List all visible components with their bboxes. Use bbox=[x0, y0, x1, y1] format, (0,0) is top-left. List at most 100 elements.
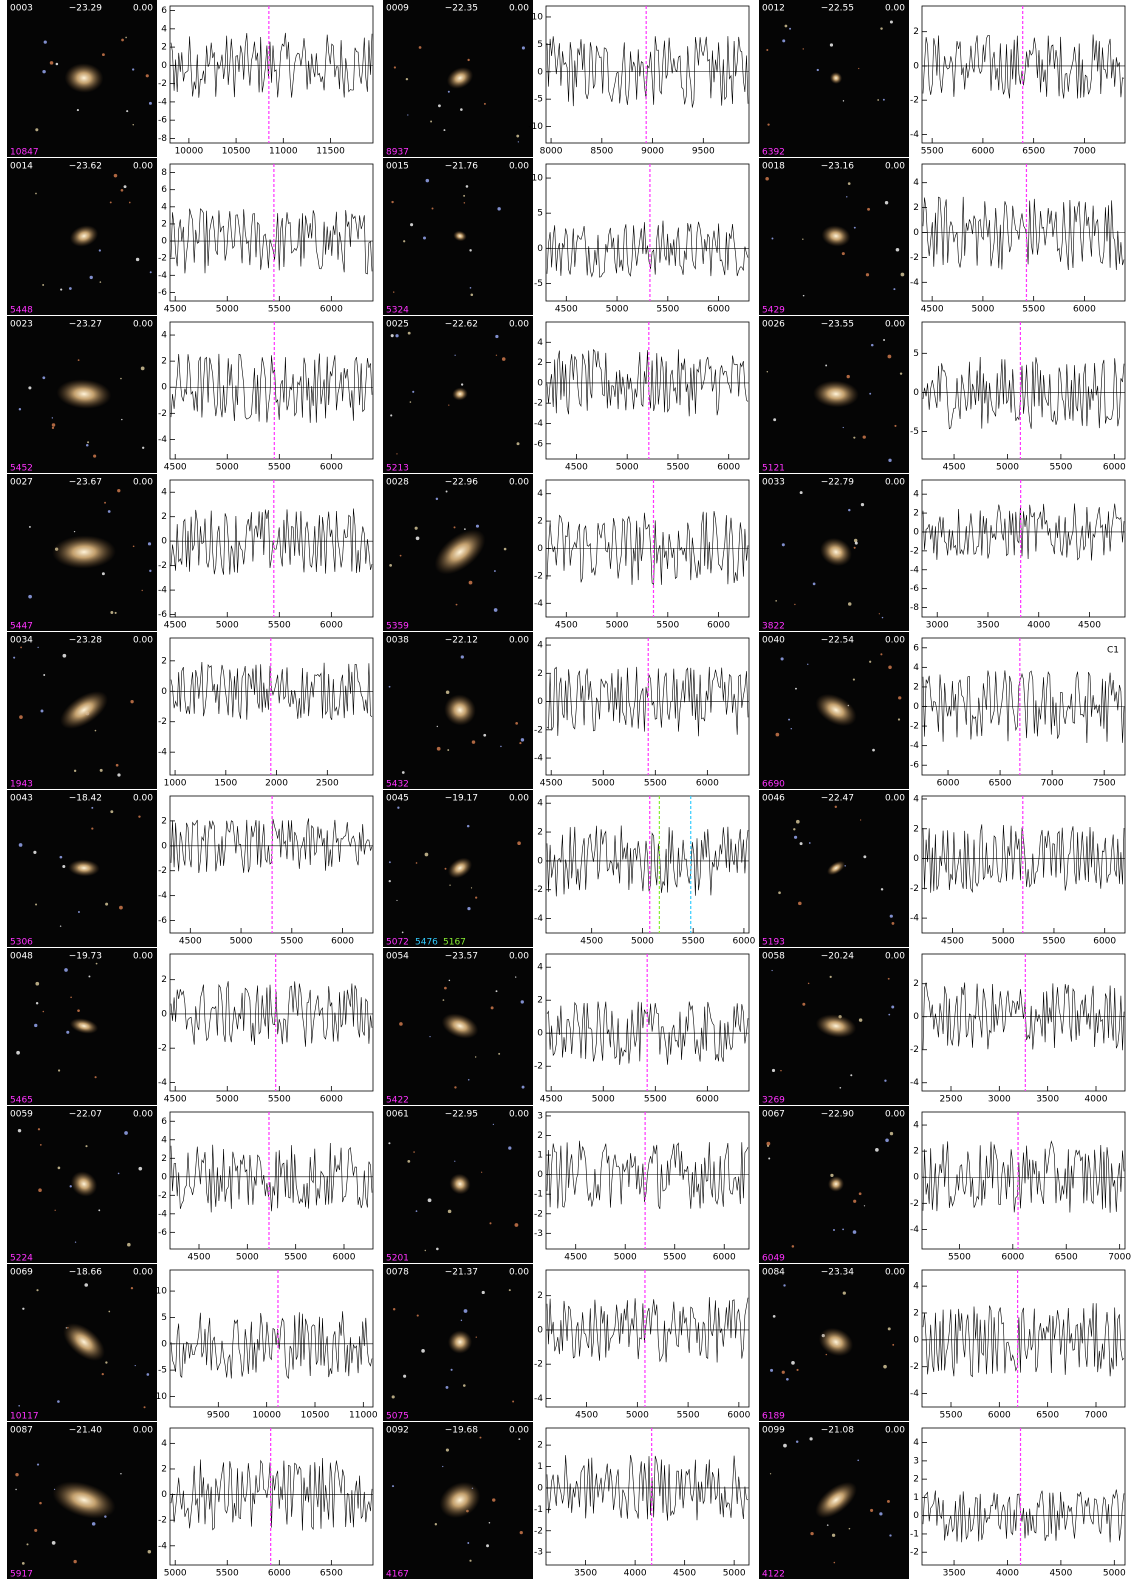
star bbox=[870, 1508, 874, 1512]
x-tick-label: 4500 bbox=[164, 463, 187, 473]
star bbox=[389, 564, 392, 567]
star bbox=[73, 769, 77, 773]
star bbox=[897, 718, 901, 721]
star bbox=[89, 275, 93, 280]
y-tick-label: 0 bbox=[537, 67, 543, 77]
magnitude: −23.62 bbox=[69, 162, 102, 172]
galaxy-id: 0048 bbox=[10, 952, 33, 962]
y-tick-label: 4 bbox=[161, 202, 167, 212]
plot-frame bbox=[545, 1111, 750, 1250]
spectrum-trace bbox=[546, 1455, 749, 1521]
plot-frame bbox=[169, 1269, 374, 1408]
star bbox=[853, 226, 856, 229]
panel: 0009 −22.35 0.00 8937 8000 8500 9000 9500 -10 -5 0… bbox=[383, 0, 750, 158]
x-tick-label: 5500 bbox=[940, 1411, 963, 1421]
annotation: C1 bbox=[1107, 646, 1119, 656]
spectrum-trace bbox=[170, 1311, 373, 1380]
panel: 0023 −23.27 0.00 5452 4500 5000 5500 6000 -4 -2 0 2… bbox=[7, 316, 374, 474]
panel: 0059 −22.07 0.00 5224 4500 5000 5500 6000 -6 -4 -2… bbox=[7, 1106, 374, 1264]
galaxy-id: 0092 bbox=[386, 1426, 409, 1436]
y-tick-label: 0 bbox=[161, 687, 167, 697]
star bbox=[767, 123, 770, 126]
galaxy bbox=[446, 67, 474, 89]
x-tick-label: 4500 bbox=[565, 463, 588, 473]
star bbox=[518, 1438, 521, 1441]
star bbox=[147, 1549, 152, 1554]
y-tick-label: 2 bbox=[913, 824, 919, 834]
magnitude: −18.42 bbox=[69, 794, 102, 804]
star bbox=[454, 1160, 456, 1162]
magnitude: −23.55 bbox=[821, 320, 854, 330]
star bbox=[453, 526, 456, 529]
galaxy bbox=[821, 225, 851, 247]
star bbox=[110, 810, 114, 814]
x-tick-label: 4500 bbox=[921, 305, 944, 315]
velocity-label: 5201 bbox=[386, 1254, 409, 1264]
galaxy-id: 0025 bbox=[386, 320, 409, 330]
magnitude: −21.40 bbox=[69, 1426, 103, 1436]
star bbox=[407, 331, 411, 335]
star bbox=[42, 283, 45, 286]
star bbox=[521, 46, 525, 50]
star bbox=[789, 27, 792, 30]
star bbox=[481, 1290, 485, 1295]
y-tick-label: -1 bbox=[910, 1529, 919, 1539]
star bbox=[471, 740, 476, 744]
star bbox=[467, 907, 471, 911]
panel: 0034 −23.28 0.00 1943 1000 1500 2000 2500 -4 -2 0 2 bbox=[7, 632, 374, 790]
galaxy bbox=[439, 1481, 481, 1519]
star bbox=[35, 981, 40, 986]
y-tick-label: -2 bbox=[910, 1045, 919, 1055]
star bbox=[454, 354, 456, 356]
star bbox=[77, 1009, 80, 1013]
y-tick-label: -4 bbox=[910, 565, 919, 575]
star bbox=[842, 1291, 846, 1295]
y-tick-label: 0 bbox=[913, 61, 919, 71]
panel: 0084 −23.34 0.00 6189 5500 6000 6500 7000 -4 -2 0 2… bbox=[759, 1264, 1126, 1422]
star bbox=[445, 1448, 449, 1452]
star bbox=[91, 827, 94, 830]
x-tick-label: 2000 bbox=[265, 779, 288, 789]
y-tick-label: 2 bbox=[537, 358, 543, 368]
plot-frame bbox=[921, 321, 1126, 460]
x-tick-label: 4000 bbox=[624, 1569, 647, 1579]
y-tick-label: 2 bbox=[913, 27, 919, 37]
plot-frame bbox=[545, 321, 750, 460]
galaxy-id: 0078 bbox=[386, 1268, 409, 1278]
plot-frame bbox=[921, 1427, 1126, 1566]
y-tick-label: 0 bbox=[537, 544, 543, 554]
star bbox=[62, 653, 67, 658]
star bbox=[57, 1400, 60, 1403]
x-tick-label: 9000 bbox=[641, 147, 664, 157]
x-tick-label: 5500 bbox=[268, 463, 291, 473]
star bbox=[826, 1524, 829, 1526]
panel: 0025 −22.62 0.00 5213 4500 5000 5500 6000 -6 -4 -2… bbox=[383, 316, 750, 474]
y-tick-label: 10 bbox=[156, 1287, 168, 1297]
y-tick-label: 0 bbox=[913, 702, 919, 712]
velocity-label: 3269 bbox=[762, 1096, 785, 1106]
y-tick-label: -3 bbox=[534, 1229, 543, 1239]
y-tick-label: -2 bbox=[910, 1199, 919, 1209]
star bbox=[415, 1210, 418, 1213]
velocity-label: 10847 bbox=[10, 148, 39, 158]
star bbox=[146, 1373, 150, 1376]
star bbox=[123, 185, 127, 189]
spectrum-trace bbox=[922, 670, 1125, 744]
magnitude: −23.67 bbox=[69, 478, 102, 488]
y-tick-label: 4 bbox=[913, 1438, 919, 1448]
star bbox=[421, 1349, 425, 1353]
star bbox=[141, 589, 143, 592]
y-tick-label: 4 bbox=[913, 1282, 919, 1292]
star bbox=[486, 1544, 490, 1548]
spectrum-trace bbox=[170, 32, 373, 98]
galaxy bbox=[69, 225, 99, 247]
star bbox=[766, 49, 769, 52]
y-tick-label: -2 bbox=[534, 399, 543, 409]
star bbox=[781, 1370, 785, 1374]
panel: 0087 −21.40 0.00 5917 5000 5500 6000 6500 -4 -2 0 2… bbox=[7, 1422, 374, 1580]
star bbox=[77, 911, 80, 913]
star bbox=[889, 1534, 892, 1537]
star bbox=[883, 1364, 887, 1369]
star bbox=[519, 1531, 523, 1535]
star bbox=[852, 678, 855, 681]
